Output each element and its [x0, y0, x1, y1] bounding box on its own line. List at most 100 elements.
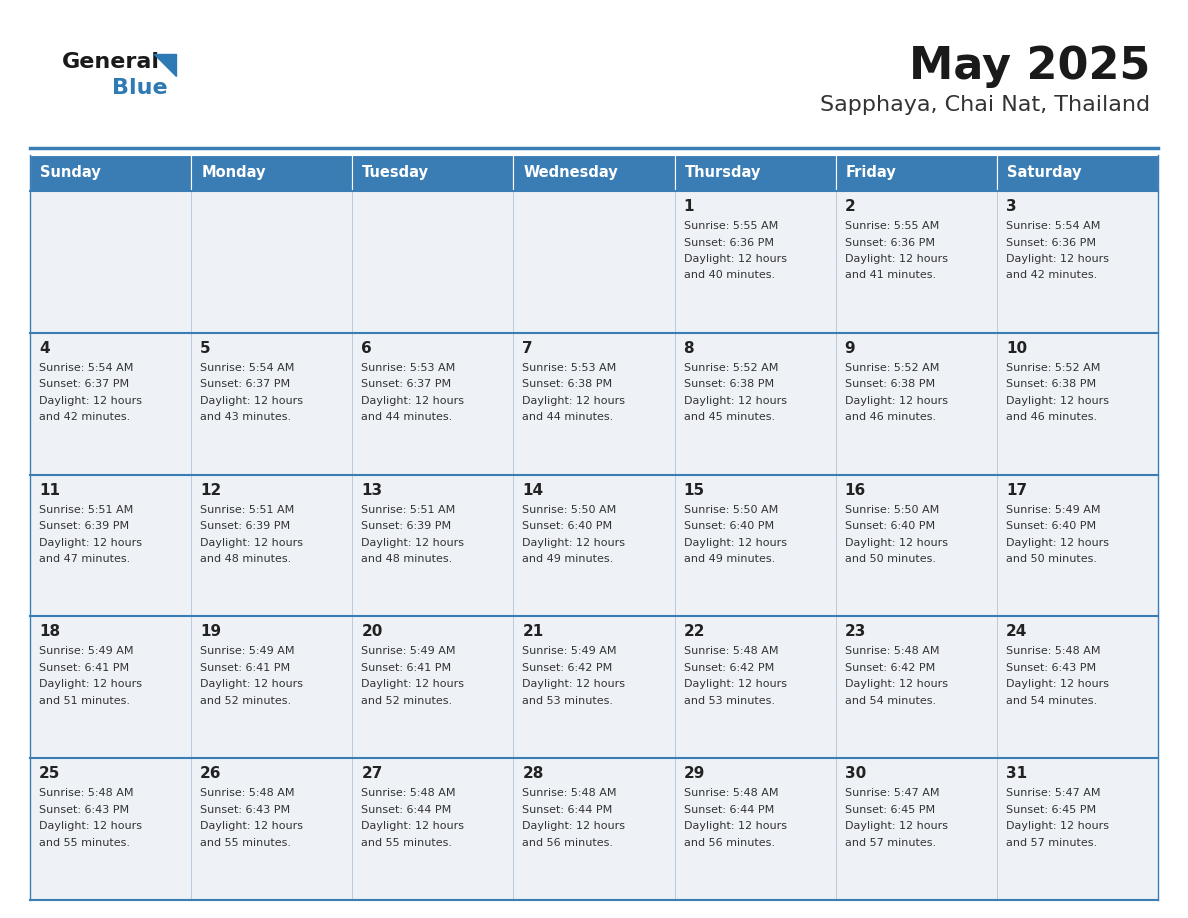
- Text: Sunrise: 5:51 AM: Sunrise: 5:51 AM: [200, 505, 295, 515]
- Bar: [997, 155, 1158, 191]
- Text: 7: 7: [523, 341, 533, 356]
- Text: 19: 19: [200, 624, 221, 640]
- Bar: [513, 155, 675, 191]
- Text: Sunrise: 5:48 AM: Sunrise: 5:48 AM: [361, 789, 456, 798]
- Bar: [835, 758, 997, 900]
- Text: Sunset: 6:40 PM: Sunset: 6:40 PM: [1006, 521, 1097, 532]
- Text: Daylight: 12 hours: Daylight: 12 hours: [39, 538, 143, 548]
- Text: Daylight: 12 hours: Daylight: 12 hours: [200, 396, 303, 406]
- Bar: [675, 155, 835, 191]
- Text: 31: 31: [1006, 767, 1026, 781]
- Text: Daylight: 12 hours: Daylight: 12 hours: [845, 396, 948, 406]
- Text: 16: 16: [845, 483, 866, 498]
- Text: Daylight: 12 hours: Daylight: 12 hours: [1006, 254, 1108, 264]
- Text: Sapphaya, Chai Nat, Thailand: Sapphaya, Chai Nat, Thailand: [820, 95, 1150, 115]
- Bar: [191, 616, 353, 758]
- Bar: [675, 616, 835, 758]
- Text: 11: 11: [39, 483, 61, 498]
- Bar: [835, 475, 997, 616]
- Text: and 57 minutes.: and 57 minutes.: [1006, 838, 1097, 847]
- Text: Sunset: 6:39 PM: Sunset: 6:39 PM: [200, 521, 290, 532]
- Text: 26: 26: [200, 767, 222, 781]
- Text: Daylight: 12 hours: Daylight: 12 hours: [683, 396, 786, 406]
- Text: and 51 minutes.: and 51 minutes.: [39, 696, 129, 706]
- Text: 20: 20: [361, 624, 383, 640]
- Text: Sunset: 6:36 PM: Sunset: 6:36 PM: [845, 238, 935, 248]
- Text: Sunset: 6:41 PM: Sunset: 6:41 PM: [39, 663, 129, 673]
- Text: Sunset: 6:44 PM: Sunset: 6:44 PM: [523, 805, 613, 814]
- Text: and 46 minutes.: and 46 minutes.: [1006, 412, 1097, 422]
- Text: Sunrise: 5:50 AM: Sunrise: 5:50 AM: [845, 505, 939, 515]
- Text: and 44 minutes.: and 44 minutes.: [523, 412, 614, 422]
- Bar: [30, 616, 191, 758]
- Bar: [513, 616, 675, 758]
- Text: and 53 minutes.: and 53 minutes.: [683, 696, 775, 706]
- Text: May 2025: May 2025: [909, 45, 1150, 88]
- Text: Sunset: 6:37 PM: Sunset: 6:37 PM: [361, 379, 451, 389]
- Text: and 48 minutes.: and 48 minutes.: [200, 554, 291, 564]
- Text: 12: 12: [200, 483, 221, 498]
- Text: 17: 17: [1006, 483, 1026, 498]
- Text: Daylight: 12 hours: Daylight: 12 hours: [200, 538, 303, 548]
- Text: Sunrise: 5:51 AM: Sunrise: 5:51 AM: [361, 505, 455, 515]
- Text: Sunset: 6:43 PM: Sunset: 6:43 PM: [200, 805, 290, 814]
- Text: and 55 minutes.: and 55 minutes.: [200, 838, 291, 847]
- Text: and 47 minutes.: and 47 minutes.: [39, 554, 131, 564]
- Text: Daylight: 12 hours: Daylight: 12 hours: [361, 679, 465, 689]
- Text: 25: 25: [39, 767, 61, 781]
- Text: and 42 minutes.: and 42 minutes.: [1006, 271, 1097, 281]
- Text: Tuesday: Tuesday: [362, 165, 429, 181]
- Text: 2: 2: [845, 199, 855, 214]
- Text: Sunset: 6:45 PM: Sunset: 6:45 PM: [1006, 805, 1097, 814]
- Text: 3: 3: [1006, 199, 1017, 214]
- Text: Sunrise: 5:54 AM: Sunrise: 5:54 AM: [1006, 221, 1100, 231]
- Bar: [30, 191, 191, 333]
- Text: Sunrise: 5:49 AM: Sunrise: 5:49 AM: [523, 646, 617, 656]
- Text: Daylight: 12 hours: Daylight: 12 hours: [683, 679, 786, 689]
- Text: Sunset: 6:40 PM: Sunset: 6:40 PM: [683, 521, 773, 532]
- Text: and 56 minutes.: and 56 minutes.: [523, 838, 613, 847]
- Text: Daylight: 12 hours: Daylight: 12 hours: [845, 538, 948, 548]
- Bar: [835, 191, 997, 333]
- Text: Sunset: 6:42 PM: Sunset: 6:42 PM: [845, 663, 935, 673]
- Text: Sunset: 6:36 PM: Sunset: 6:36 PM: [1006, 238, 1095, 248]
- Text: Sunset: 6:37 PM: Sunset: 6:37 PM: [39, 379, 129, 389]
- Text: Sunset: 6:43 PM: Sunset: 6:43 PM: [1006, 663, 1097, 673]
- Text: Daylight: 12 hours: Daylight: 12 hours: [39, 679, 143, 689]
- Bar: [353, 758, 513, 900]
- Text: and 40 minutes.: and 40 minutes.: [683, 271, 775, 281]
- Text: and 48 minutes.: and 48 minutes.: [361, 554, 453, 564]
- Text: and 49 minutes.: and 49 minutes.: [523, 554, 614, 564]
- Text: Sunset: 6:41 PM: Sunset: 6:41 PM: [200, 663, 290, 673]
- Bar: [997, 758, 1158, 900]
- Text: and 54 minutes.: and 54 minutes.: [845, 696, 936, 706]
- Bar: [997, 333, 1158, 475]
- Text: Sunrise: 5:49 AM: Sunrise: 5:49 AM: [39, 646, 133, 656]
- Bar: [835, 333, 997, 475]
- Text: Daylight: 12 hours: Daylight: 12 hours: [845, 822, 948, 831]
- Text: 13: 13: [361, 483, 383, 498]
- Text: and 42 minutes.: and 42 minutes.: [39, 412, 131, 422]
- Text: and 43 minutes.: and 43 minutes.: [200, 412, 291, 422]
- Text: Sunset: 6:40 PM: Sunset: 6:40 PM: [523, 521, 613, 532]
- Bar: [513, 758, 675, 900]
- Text: 18: 18: [39, 624, 61, 640]
- Text: Sunrise: 5:48 AM: Sunrise: 5:48 AM: [683, 646, 778, 656]
- Bar: [191, 475, 353, 616]
- Bar: [513, 333, 675, 475]
- Text: Sunrise: 5:51 AM: Sunrise: 5:51 AM: [39, 505, 133, 515]
- Text: Sunrise: 5:48 AM: Sunrise: 5:48 AM: [683, 789, 778, 798]
- Text: 28: 28: [523, 767, 544, 781]
- Text: Sunset: 6:42 PM: Sunset: 6:42 PM: [523, 663, 613, 673]
- Text: Daylight: 12 hours: Daylight: 12 hours: [200, 679, 303, 689]
- Text: Sunrise: 5:50 AM: Sunrise: 5:50 AM: [523, 505, 617, 515]
- Text: 14: 14: [523, 483, 544, 498]
- Text: Sunset: 6:38 PM: Sunset: 6:38 PM: [683, 379, 773, 389]
- Text: and 45 minutes.: and 45 minutes.: [683, 412, 775, 422]
- Text: 27: 27: [361, 767, 383, 781]
- Bar: [30, 155, 191, 191]
- Bar: [191, 758, 353, 900]
- Text: and 41 minutes.: and 41 minutes.: [845, 271, 936, 281]
- Text: Sunrise: 5:48 AM: Sunrise: 5:48 AM: [200, 789, 295, 798]
- Text: Sunset: 6:37 PM: Sunset: 6:37 PM: [200, 379, 290, 389]
